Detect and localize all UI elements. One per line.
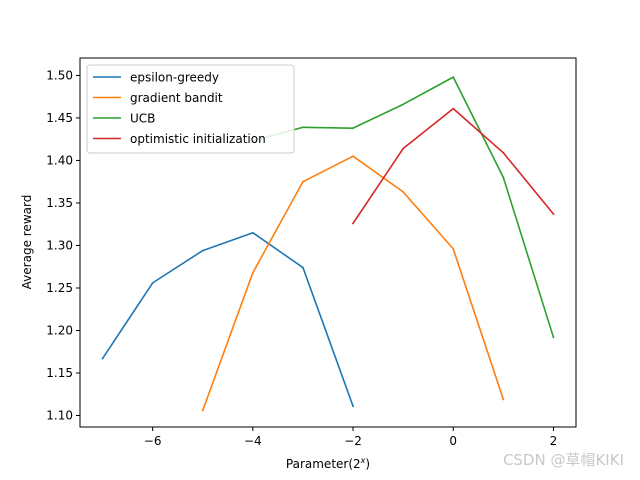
x-tick-label: −4 — [244, 434, 262, 448]
legend-box — [86, 64, 295, 154]
x-tick-label: 2 — [550, 434, 558, 448]
series-line-gradient-bandit — [201, 155, 505, 412]
y-tick-label: 1.30 — [46, 238, 73, 252]
legend: epsilon-greedy gradient bandit UCB optimist… — [86, 64, 295, 154]
data-point — [402, 191, 405, 193]
y-axis: 1.10 1.15 1.20 1.25 1.30 1.35 1.40 1.45 1.50 — [46, 68, 80, 423]
data-point — [302, 180, 304, 183]
series-line-optimistic-initialization — [351, 107, 555, 225]
axes-frame — [79, 57, 577, 428]
series-line-UCB — [251, 76, 555, 339]
y-tick-label: 1.50 — [46, 68, 73, 82]
data-point — [452, 247, 455, 250]
data-point — [302, 126, 304, 129]
series-line-epsilon-greedy — [101, 231, 355, 408]
legend-label: optimistic initialization — [130, 132, 266, 146]
data-point — [352, 405, 354, 408]
data-point — [452, 107, 455, 110]
data-point — [352, 155, 354, 158]
data-point — [402, 147, 405, 150]
data-point — [251, 231, 254, 234]
x-tick-label: 0 — [449, 434, 457, 448]
legend-label: epsilon-greedy — [130, 71, 219, 85]
data-point — [201, 409, 204, 412]
plot-lines — [101, 76, 555, 412]
y-tick-label: 1.20 — [46, 323, 73, 337]
watermark: CSDN @草帽KIKI — [502, 451, 624, 469]
y-tick-label: 1.35 — [46, 196, 73, 210]
data-point — [502, 151, 505, 154]
data-point — [352, 222, 354, 225]
data-point — [352, 127, 354, 130]
x-tick-label: −2 — [344, 434, 362, 448]
data-point — [101, 357, 104, 360]
data-point — [502, 398, 505, 401]
data-point — [452, 76, 455, 79]
data-point — [552, 213, 555, 215]
x-axis: −6 −4 −2 0 2 — [144, 427, 557, 448]
data-point — [402, 103, 405, 106]
y-tick-label: 1.45 — [46, 111, 73, 125]
y-tick-label: 1.15 — [46, 366, 73, 380]
y-tick-label: 1.25 — [46, 281, 73, 295]
y-tick-label: 1.40 — [46, 153, 73, 167]
data-point — [302, 266, 304, 269]
legend-label: UCB — [130, 112, 155, 126]
x-axis-label: Parameter(2x) — [286, 456, 370, 471]
data-point — [251, 271, 254, 274]
y-tick-label: 1.10 — [46, 409, 73, 423]
y-axis-label: Average reward — [20, 195, 34, 290]
legend-label: gradient bandit — [130, 91, 223, 105]
data-point — [151, 281, 154, 284]
data-point — [502, 176, 505, 179]
data-point — [552, 336, 555, 339]
data-point — [201, 249, 204, 252]
x-tick-label: −6 — [144, 434, 162, 448]
